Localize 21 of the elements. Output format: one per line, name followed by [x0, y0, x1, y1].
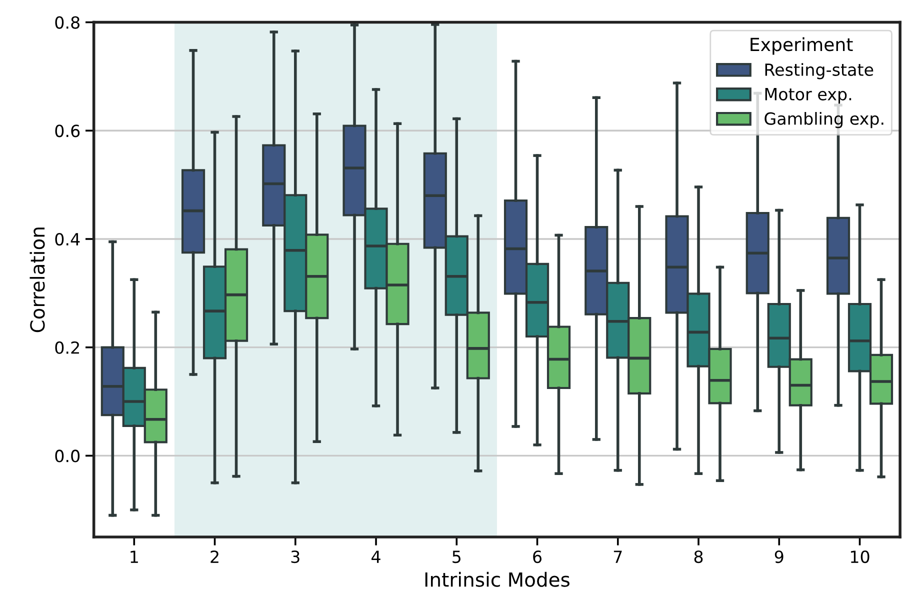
x-tick-label: 1: [130, 550, 138, 563]
x-tick-label: 9: [774, 550, 784, 564]
y-axis-title: Correlation: [30, 228, 45, 332]
x-tick-label: 8: [694, 550, 703, 564]
x-tick-label: 4: [372, 550, 380, 563]
y-tick-label: 0.0: [55, 450, 80, 462]
x-axis-title: Intrinsic Modes: [425, 572, 570, 587]
legend-title: Experiment: [750, 37, 853, 55]
y-tick-label: 0.6: [55, 124, 80, 138]
x-tick-label: 6: [533, 550, 542, 564]
legend-label: Resting-state: [765, 63, 874, 80]
x-tick-label: 7: [614, 550, 622, 563]
x-tick-label: 2: [210, 550, 218, 563]
x-tick-label: 10: [850, 550, 870, 564]
y-tick-label: 0.8: [55, 16, 80, 29]
legend-label: Motor exp.: [765, 88, 852, 104]
x-tick-label: 5: [452, 550, 460, 564]
y-tick-label: 0.2: [55, 341, 79, 354]
x-tick-label: 3: [291, 550, 300, 564]
y-tick-label: 0.4: [55, 232, 80, 246]
legend-label: Gambling exp.: [764, 112, 884, 128]
